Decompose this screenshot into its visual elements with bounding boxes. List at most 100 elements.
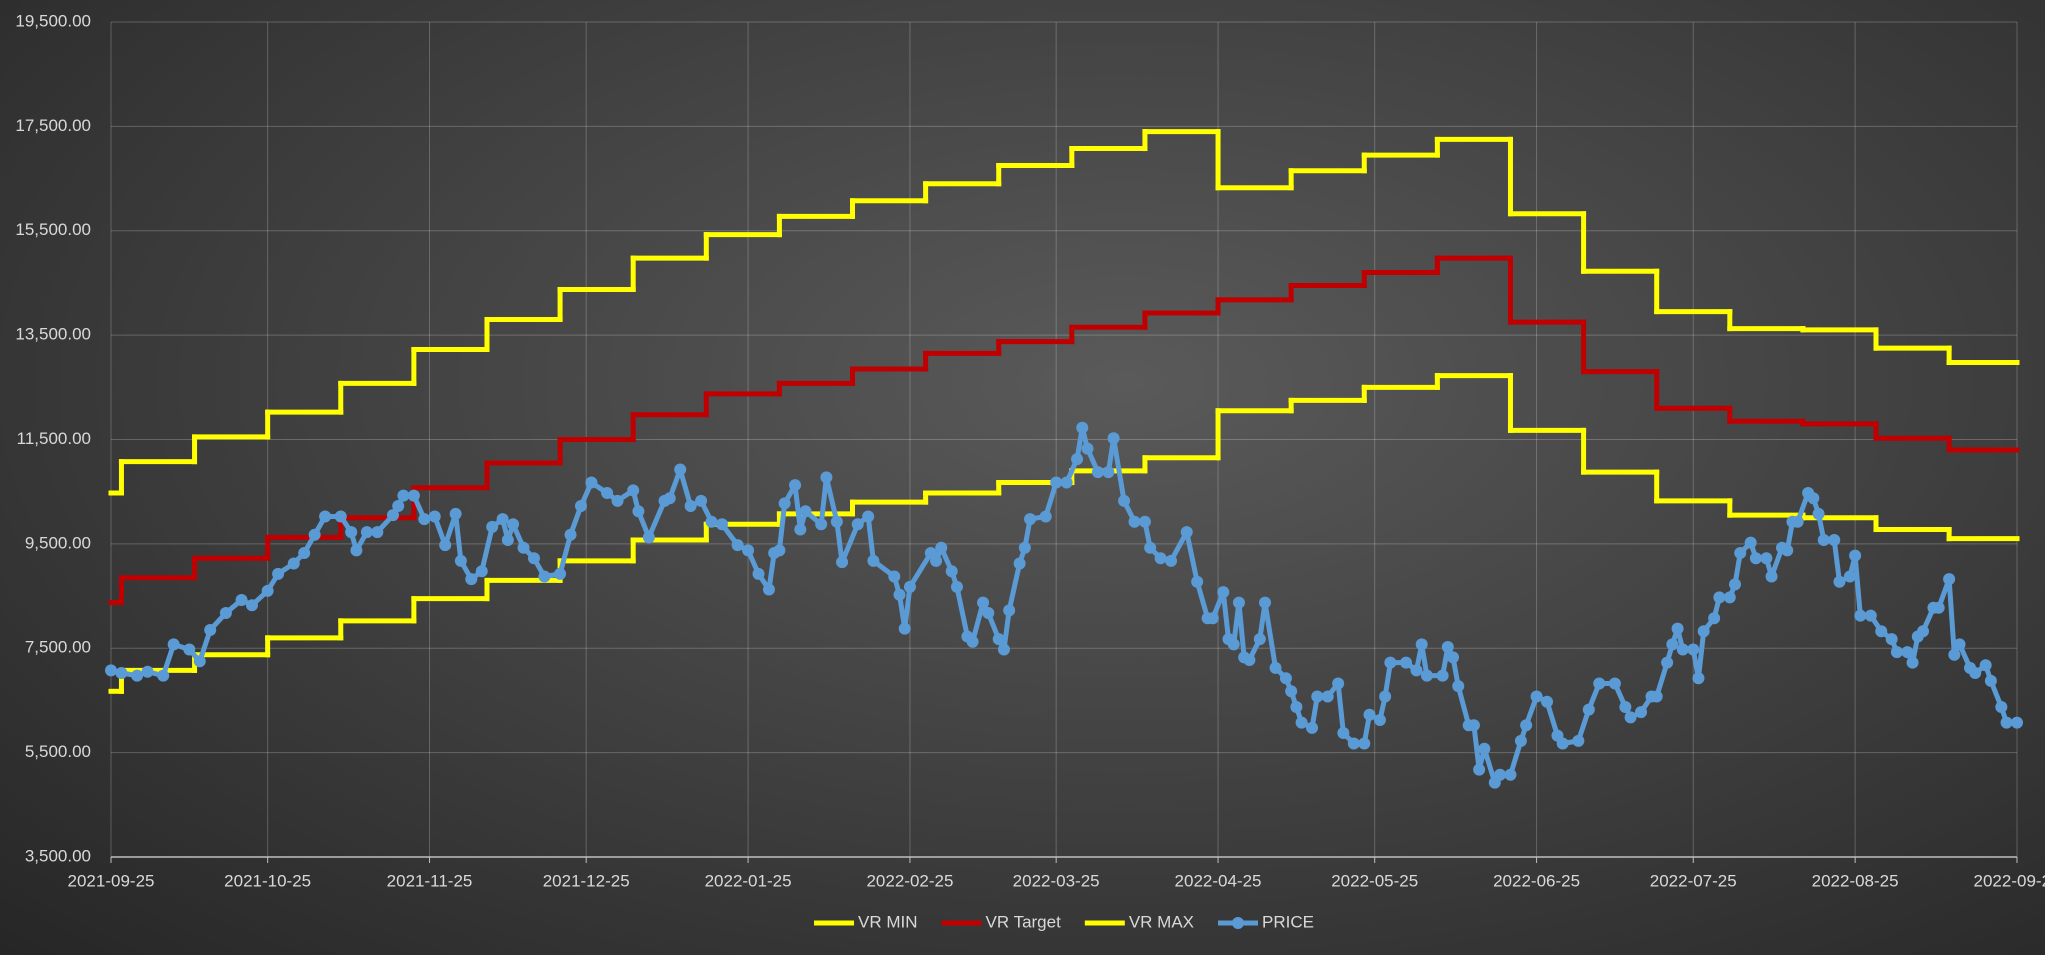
price-marker [1943,573,1956,586]
price-marker [977,596,990,609]
price-marker [674,463,687,476]
price-marker [1232,596,1245,609]
price-marker [1091,466,1104,479]
y-tick-label: 7,500.00 [25,638,91,657]
price-marker [1514,734,1527,747]
price-marker [1593,677,1606,690]
price-marker [742,544,755,557]
x-tick-label: 2022-06-25 [1493,871,1580,890]
price-marker [1144,541,1157,554]
price-marker [392,500,405,513]
price-marker [517,541,530,554]
price-marker [1969,667,1982,680]
price-marker [1875,625,1888,638]
price-marker [1180,526,1193,539]
price-marker [1791,515,1804,528]
price-marker [183,643,196,656]
price-marker [1039,510,1052,523]
price-marker [1107,432,1120,445]
y-tick-label: 11,500.00 [17,429,91,448]
price-marker [1676,643,1689,656]
price-marker [1708,612,1721,625]
price-marker [428,510,441,523]
price-marker [1420,669,1433,682]
price-marker [1901,646,1914,659]
y-tick-label: 17,500.00 [15,116,91,135]
price-marker [799,505,812,518]
price-marker [997,643,1010,656]
price-marker [1671,622,1684,635]
price-marker [465,573,478,586]
price-marker [501,533,514,546]
price-marker [1128,515,1141,528]
price-marker [219,607,232,620]
price-marker [1259,596,1272,609]
price-marker [1608,677,1621,690]
price-marker [245,599,258,612]
price-marker [1295,716,1308,729]
price-marker [1520,719,1533,732]
price-marker [193,655,206,668]
price-marker [1436,669,1449,682]
price-marker [1410,664,1423,677]
legend-item: PRICE [1218,912,1314,931]
price-marker [115,667,128,680]
price-marker [475,565,488,578]
price-marker [261,584,274,597]
price-marker [1734,547,1747,560]
price-marker [1624,711,1637,724]
price-marker [1744,536,1757,549]
price-marker [1347,737,1360,750]
price-marker [1337,727,1350,740]
price-marker [360,526,373,539]
price-marker [157,669,170,682]
price-marker [1473,763,1486,776]
legend-marker [1232,917,1244,929]
price-marker [684,500,697,513]
price-marker [632,505,645,518]
price-marker [1384,656,1397,669]
series [108,129,2020,496]
price-marker [1749,552,1762,565]
price-marker [105,664,117,677]
price-marker [1060,476,1073,489]
price-marker [397,489,410,502]
price-marker [903,580,916,593]
price-marker [204,623,217,636]
price-marker [1467,719,1480,732]
price-marker [1932,601,1945,614]
price-marker [334,510,347,523]
price-marker [1441,640,1454,653]
price-marker [794,523,807,536]
x-tick-label: 2022-01-25 [705,871,792,890]
price-marker [1279,672,1292,685]
price-marker [141,665,154,678]
price-marker [1979,659,1992,672]
price-marker [893,588,906,601]
price-marker [1379,690,1392,703]
price-marker [1138,515,1151,528]
price-marker [815,518,828,531]
price-marker [1165,554,1178,567]
price-marker [1447,651,1460,664]
price-marker [601,486,614,499]
price-marker [992,633,1005,646]
x-tick-label: 2021-11-25 [387,871,473,890]
price-marker [1843,570,1856,583]
price-marker [966,635,979,648]
price-marker [1452,680,1465,693]
series [108,255,2020,606]
price-marker [564,528,577,541]
price-marker [1765,570,1778,583]
y-tick-label: 5,500.00 [25,742,91,761]
price-marker [1817,533,1830,546]
price-marker [1332,677,1345,690]
price-marker [554,567,567,580]
y-tick-label: 15,500.00 [15,220,91,239]
price-marker [1995,700,2008,713]
price-marker [235,593,248,606]
price-marker [287,557,300,570]
price-marker [1828,533,1841,546]
price-marker [836,556,849,569]
price-marker [1906,656,1919,669]
